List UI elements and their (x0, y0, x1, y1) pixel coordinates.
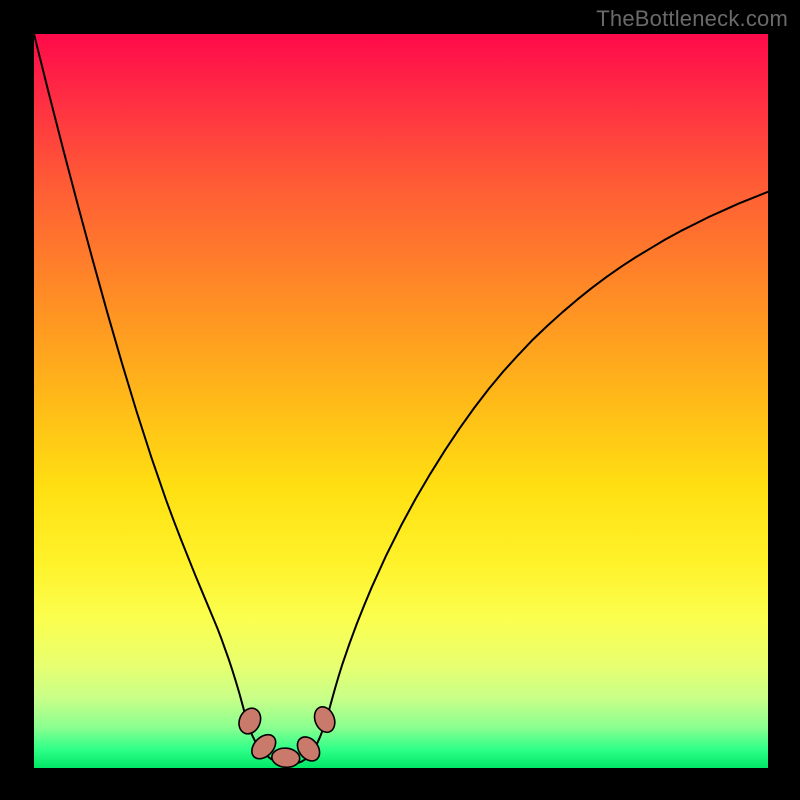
bottleneck-curve-chart (34, 34, 768, 768)
watermark-text: TheBottleneck.com (596, 6, 788, 32)
chart-container: TheBottleneck.com (0, 0, 800, 800)
chart-background (34, 34, 768, 768)
